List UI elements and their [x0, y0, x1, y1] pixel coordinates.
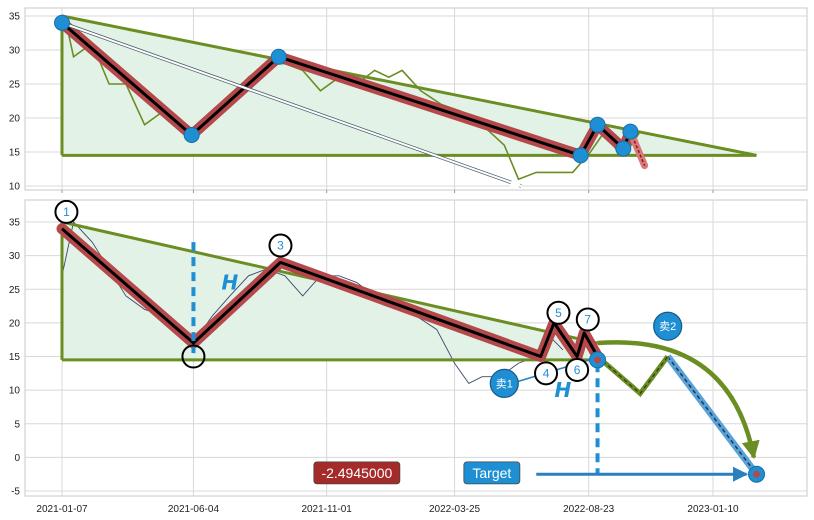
h-label: H [555, 378, 572, 402]
y-tick-label: 10 [9, 386, 21, 397]
point-label: 4 [543, 366, 550, 380]
x-tick-label: 2022-08-23 [563, 504, 615, 515]
plot-layer: 1 3 4 5 6 7 卖1 卖2 H H [54, 200, 766, 483]
x-tick-label: 2022-03-25 [429, 504, 481, 515]
pivot-marker [270, 48, 287, 65]
plot-layer [54, 14, 757, 189]
target-box [463, 461, 521, 485]
y-tick-label: 5 [14, 419, 20, 430]
y-tick-label: 20 [9, 114, 21, 125]
point-label: 1 [63, 205, 70, 219]
point-label: 7 [584, 313, 591, 327]
dot-marker-core [753, 470, 761, 478]
y-tick-label: -5 [11, 487, 20, 498]
point-label-circle [565, 357, 590, 382]
pivot-marker [572, 147, 589, 164]
pivot-marker [615, 140, 632, 157]
point-label: 5 [555, 306, 562, 320]
sell-marker [489, 368, 519, 398]
target-label: Target [472, 465, 511, 481]
value-box [313, 461, 401, 485]
x-tick-label: 2021-06-04 [168, 504, 220, 515]
point-label-circle [575, 307, 600, 332]
x-tick-label: 2021-01-07 [36, 504, 88, 515]
point-label-circle [268, 233, 293, 258]
point-label: 3 [277, 239, 284, 253]
y-tick-label: 35 [9, 218, 21, 229]
price-line [61, 221, 564, 384]
pivot-marker [622, 123, 639, 140]
point-label-circle [54, 200, 79, 224]
x-tick-label: 2023-01-10 [687, 504, 739, 515]
y-tick-label: 15 [9, 148, 21, 159]
y-tick-label: 20 [9, 318, 21, 329]
trend-arrow [61, 21, 523, 189]
y-tick-label: 30 [9, 251, 21, 262]
y-tick-label: 0 [14, 453, 20, 464]
point-label: 6 [574, 363, 581, 377]
zigzag-line [61, 227, 599, 358]
y-tick-label: 30 [9, 46, 21, 57]
y-tick-label: 25 [9, 285, 21, 296]
y-tick-label: 25 [9, 80, 21, 91]
projection-arc [597, 340, 760, 460]
sell-marker-label: 卖1 [496, 377, 513, 390]
y-tick-label: 10 [9, 182, 21, 193]
h-label: H [221, 271, 238, 295]
y-tick-label: 35 [9, 12, 21, 23]
triangle-upper-line [61, 14, 757, 157]
sell-path-line [667, 356, 758, 475]
sell-marker [653, 311, 683, 341]
pivot-marker [183, 127, 200, 143]
sell-marker-label: 卖2 [659, 320, 676, 333]
x-tick-label: 2021-11-01 [301, 504, 352, 515]
forecast-line [597, 356, 669, 395]
pivot-marker [589, 116, 606, 133]
chart-panel-1: 10 15 20 25 30 35 [9, 7, 808, 193]
point-label-circle [546, 300, 571, 325]
value-label: -2.4945000 [321, 465, 392, 481]
point-label-circle [181, 344, 206, 369]
dot-marker-core [594, 356, 602, 364]
y-tick-label: 15 [9, 352, 21, 363]
pivot-marker [54, 14, 70, 31]
point-label-circle [534, 361, 559, 386]
